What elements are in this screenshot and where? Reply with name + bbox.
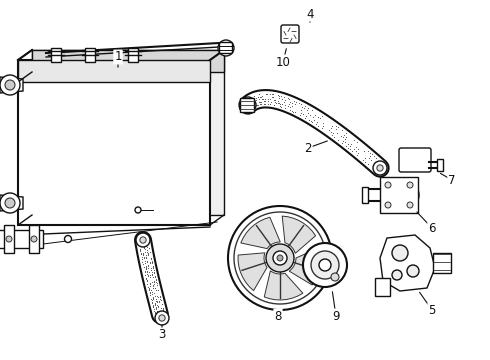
- Circle shape: [266, 244, 294, 272]
- Circle shape: [407, 265, 419, 277]
- Bar: [240, 98, 254, 112]
- Polygon shape: [282, 216, 316, 253]
- Circle shape: [303, 243, 347, 287]
- Circle shape: [319, 259, 331, 271]
- Polygon shape: [289, 247, 322, 285]
- Circle shape: [5, 198, 15, 208]
- Circle shape: [277, 255, 283, 261]
- Polygon shape: [264, 271, 303, 300]
- Circle shape: [385, 182, 391, 188]
- Polygon shape: [380, 177, 418, 213]
- Circle shape: [140, 237, 146, 243]
- Circle shape: [392, 270, 402, 280]
- Text: 3: 3: [158, 328, 166, 342]
- Circle shape: [31, 236, 37, 242]
- Circle shape: [155, 311, 169, 325]
- Bar: [375, 278, 390, 296]
- Circle shape: [311, 251, 339, 279]
- Bar: [128, 48, 138, 62]
- Circle shape: [136, 233, 150, 247]
- Text: 1: 1: [114, 50, 122, 63]
- Text: 9: 9: [332, 310, 340, 323]
- Circle shape: [407, 202, 413, 208]
- FancyBboxPatch shape: [399, 148, 431, 172]
- Text: 5: 5: [428, 303, 436, 316]
- Circle shape: [159, 315, 165, 321]
- Polygon shape: [380, 235, 435, 291]
- Bar: [4, 225, 14, 253]
- Polygon shape: [32, 50, 224, 215]
- Bar: [362, 187, 368, 203]
- Circle shape: [373, 161, 387, 175]
- Circle shape: [135, 207, 141, 213]
- Bar: [18, 60, 210, 82]
- Circle shape: [65, 235, 72, 243]
- Circle shape: [218, 40, 234, 56]
- Text: 4: 4: [306, 8, 314, 21]
- Text: 8: 8: [274, 310, 282, 323]
- Text: 2: 2: [304, 141, 312, 154]
- Circle shape: [331, 273, 339, 281]
- FancyBboxPatch shape: [220, 42, 232, 54]
- Circle shape: [273, 251, 287, 265]
- Circle shape: [377, 165, 383, 171]
- Polygon shape: [0, 230, 43, 248]
- Circle shape: [407, 182, 413, 188]
- Bar: [51, 48, 61, 62]
- Circle shape: [228, 206, 332, 310]
- Polygon shape: [0, 195, 23, 211]
- Polygon shape: [0, 77, 23, 93]
- Polygon shape: [18, 60, 210, 225]
- Polygon shape: [238, 253, 267, 291]
- FancyBboxPatch shape: [281, 25, 299, 43]
- Polygon shape: [32, 50, 224, 72]
- Circle shape: [392, 245, 408, 261]
- Bar: [29, 225, 39, 253]
- Text: 10: 10: [275, 55, 291, 68]
- Circle shape: [6, 236, 12, 242]
- Circle shape: [5, 80, 15, 90]
- Text: 6: 6: [428, 221, 436, 234]
- Circle shape: [240, 97, 256, 113]
- Text: 7: 7: [448, 174, 456, 186]
- Circle shape: [0, 193, 20, 213]
- Bar: [437, 159, 443, 171]
- Polygon shape: [241, 217, 280, 249]
- Circle shape: [391, 181, 419, 209]
- Bar: [433, 253, 451, 273]
- Circle shape: [0, 75, 20, 95]
- Bar: [85, 48, 95, 62]
- Circle shape: [245, 102, 251, 109]
- Circle shape: [385, 202, 391, 208]
